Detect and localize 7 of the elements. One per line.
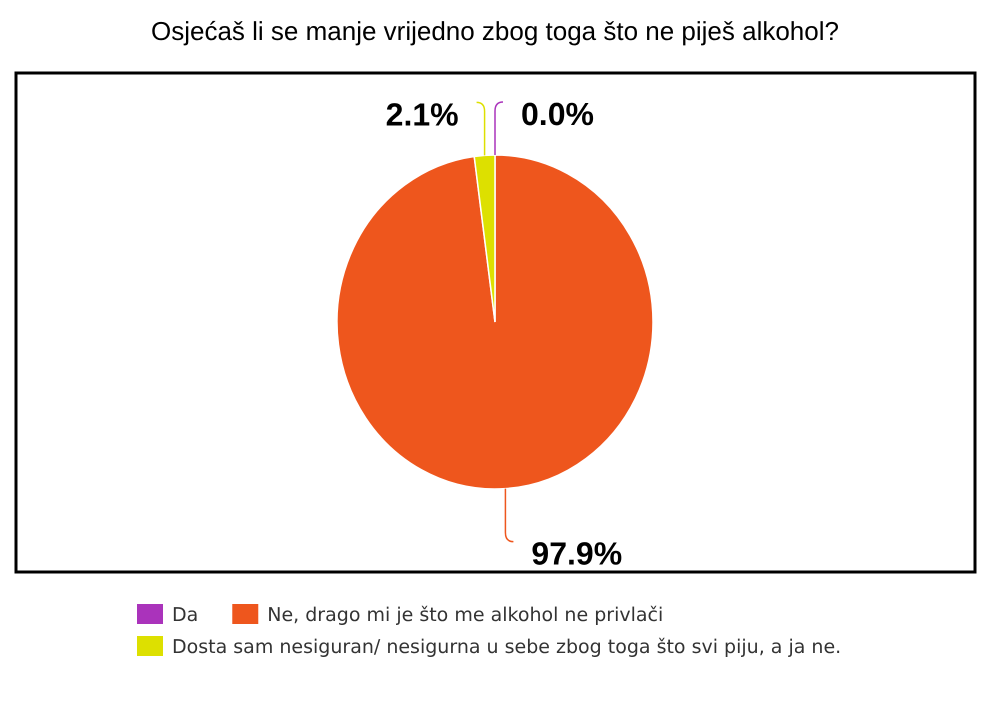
data-label: 97.9%: [531, 536, 622, 572]
legend-label: Dosta sam nesiguran/ nesigurna u sebe zbog toga što svi piju, a ja ne.: [172, 636, 842, 658]
legend-label: Ne, drago mi je što me alkohol ne privlači: [267, 604, 664, 626]
legend-label: Da: [172, 604, 198, 626]
text: 0.0%: [521, 96, 594, 132]
chart-title: Osjećaš li se manje vrijedno zbog toga što ne piješ alkohol?: [151, 16, 839, 46]
data-label: 2.1%: [386, 96, 459, 132]
